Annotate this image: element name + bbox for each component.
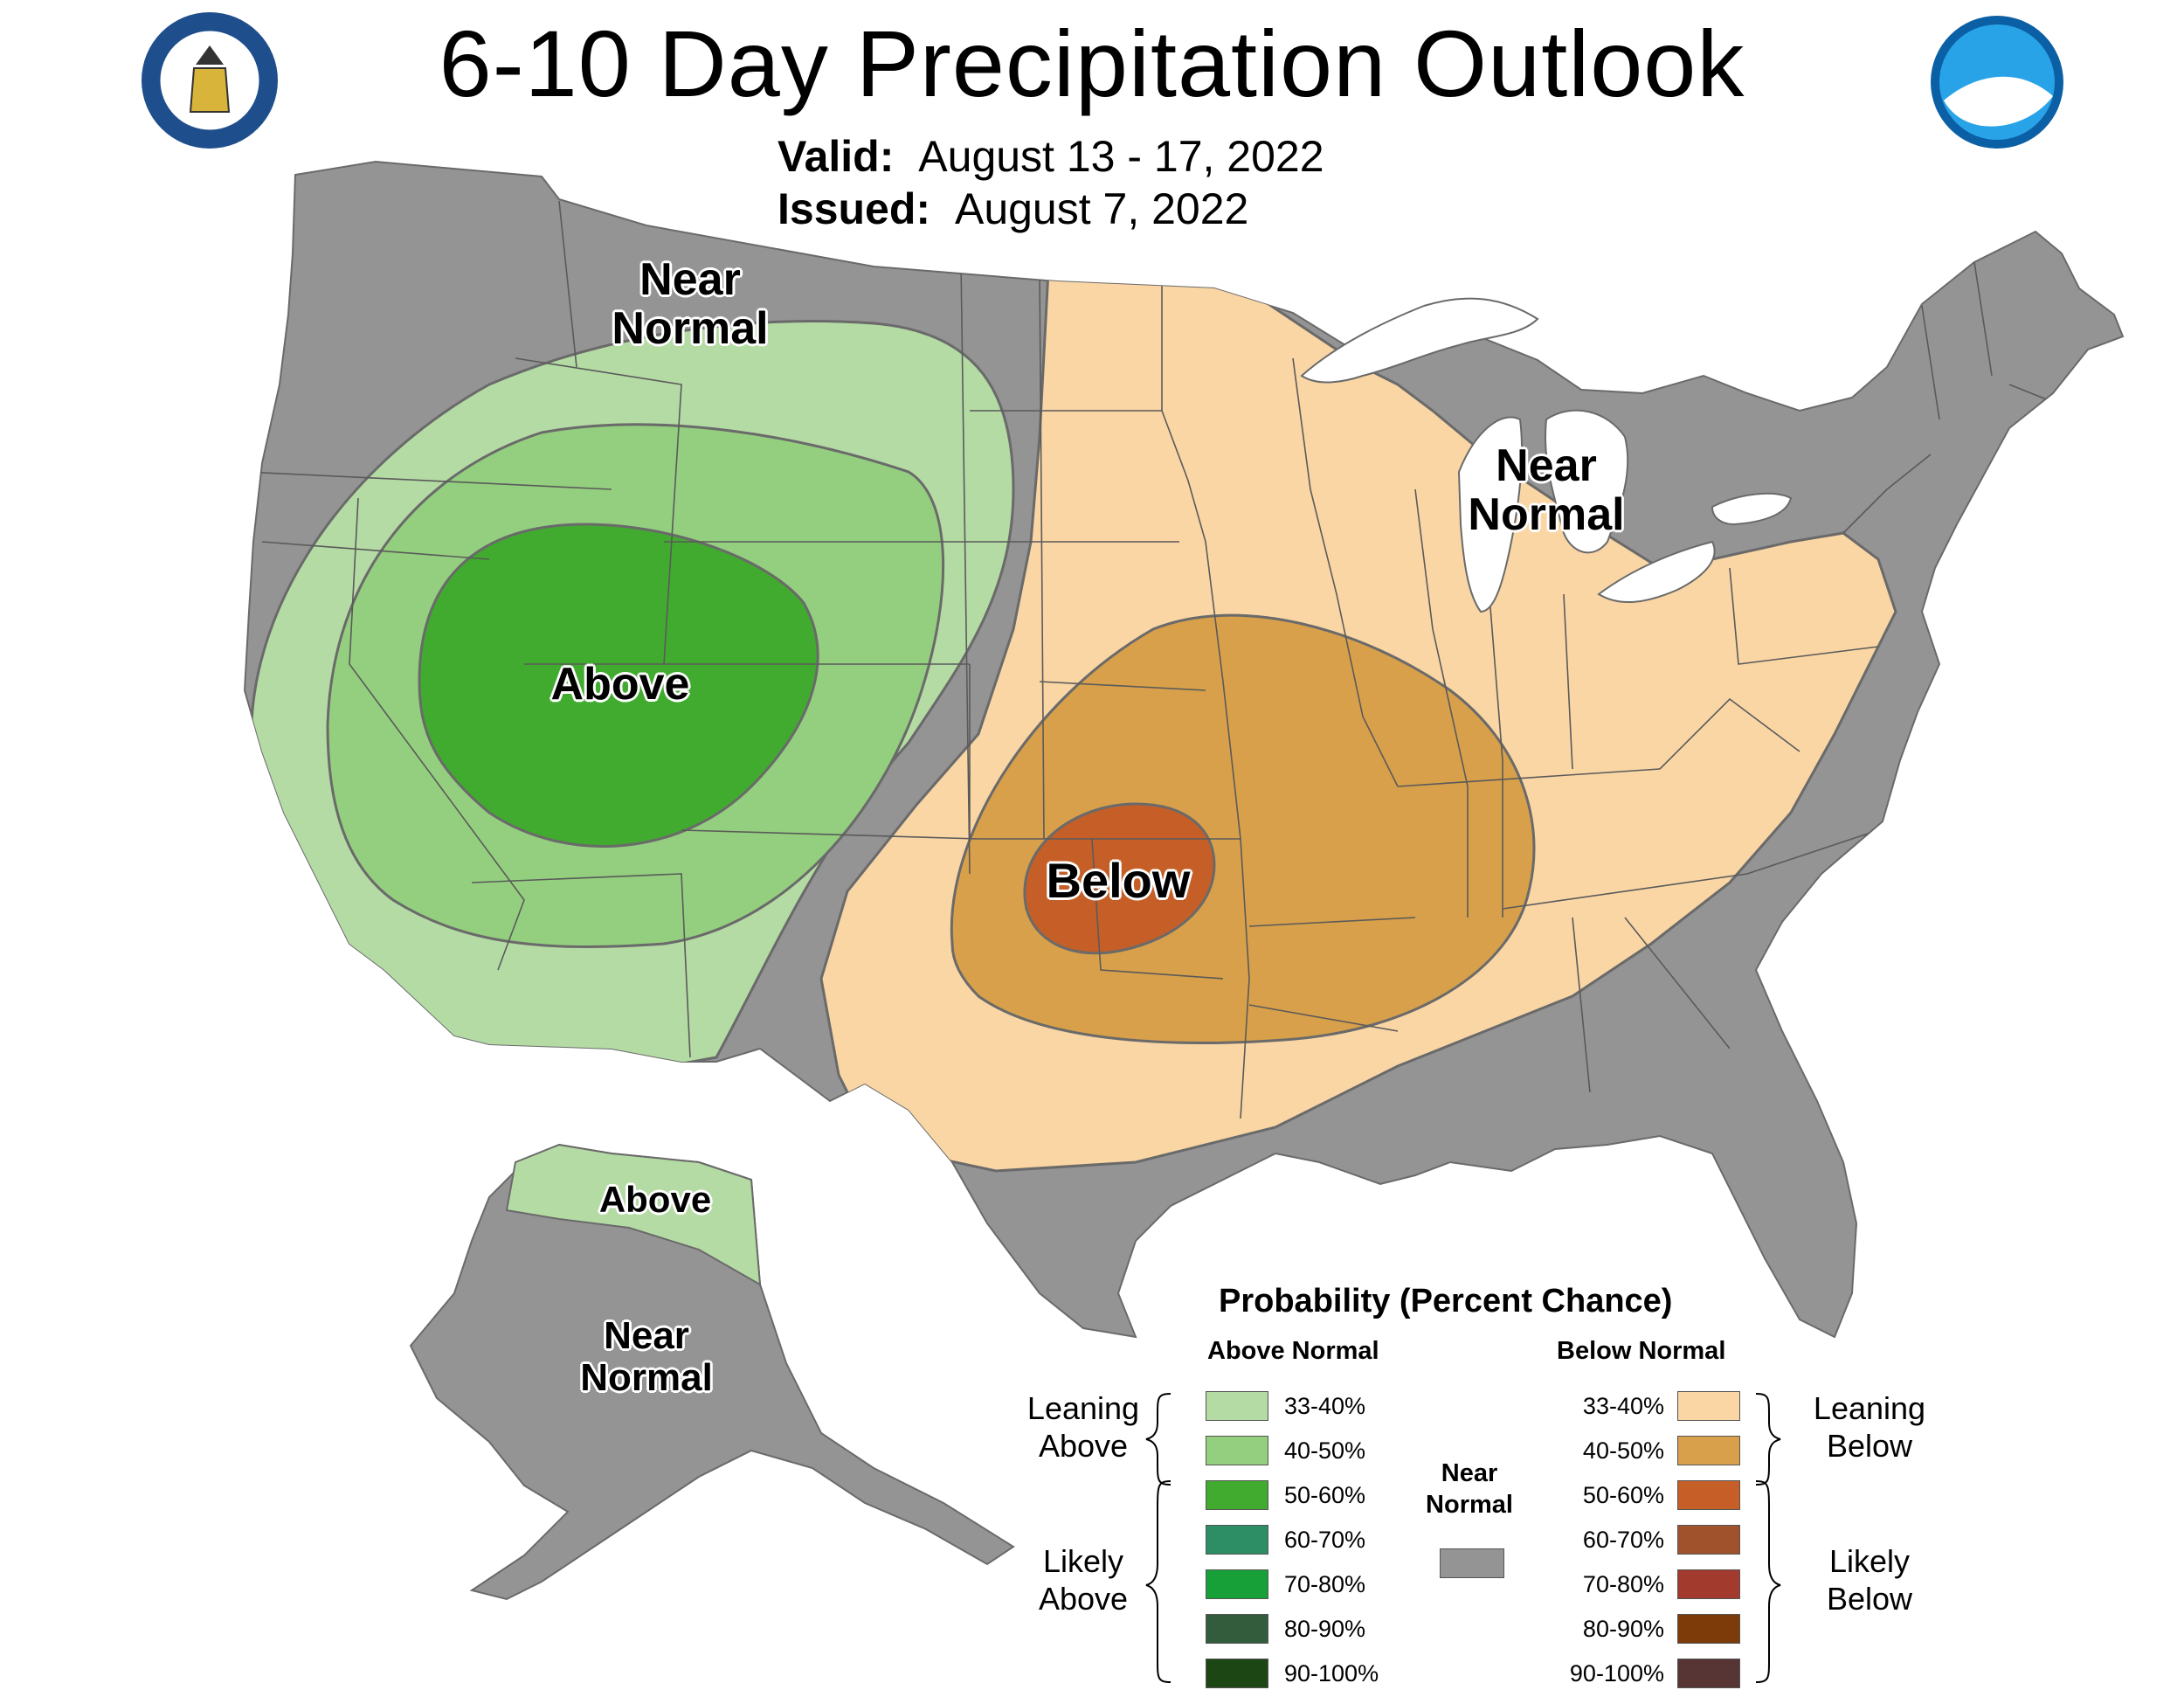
west-near-normal-label: Near Normal bbox=[612, 254, 769, 355]
above-50-60-region bbox=[418, 523, 819, 848]
legend-below-label: 60-70% bbox=[1582, 1527, 1664, 1553]
legend-near-normal-label: Near Normal bbox=[1426, 1459, 1513, 1520]
commerce-seal-icon bbox=[142, 12, 278, 149]
lake-huron bbox=[1545, 409, 1629, 554]
legend-below-label: 33-40% bbox=[1582, 1393, 1664, 1419]
alaska-landmass bbox=[409, 1143, 1015, 1601]
legend-below-label: 50-60% bbox=[1582, 1482, 1664, 1508]
legend-above-label: 60-70% bbox=[1284, 1527, 1366, 1553]
legend-above-swatch bbox=[1206, 1659, 1268, 1688]
department-of-commerce-seal bbox=[140, 10, 280, 150]
legend-above-label: 40-50% bbox=[1284, 1437, 1366, 1464]
legend-leaning-above: Leaning Above bbox=[1026, 1390, 1140, 1465]
legend-above-swatch bbox=[1206, 1391, 1268, 1421]
legend-leaning-below: Leaning Below bbox=[1813, 1390, 1926, 1465]
lakes-near-normal-label: Near Normal bbox=[1468, 440, 1625, 541]
legend-above-swatch bbox=[1206, 1614, 1268, 1644]
alaska-above-region bbox=[505, 1143, 762, 1286]
alaska-near-normal-label: Near Normal bbox=[580, 1314, 713, 1399]
legend-above-header: Above Normal bbox=[1207, 1337, 1379, 1365]
legend-above-swatch bbox=[1206, 1436, 1268, 1465]
great-lakes bbox=[1300, 297, 1793, 613]
legend-title: Probability (Percent Chance) bbox=[1219, 1283, 1673, 1319]
legend-below-swatch bbox=[1677, 1480, 1740, 1510]
legend-above-label: 90-100% bbox=[1284, 1660, 1379, 1687]
legend-below-label: 40-50% bbox=[1582, 1437, 1664, 1464]
legend-above-swatch bbox=[1206, 1525, 1268, 1555]
issued-label: Issued: bbox=[778, 184, 931, 233]
lake-michigan bbox=[1457, 416, 1523, 613]
legend-below-swatch bbox=[1677, 1569, 1740, 1599]
legend-above-label: 33-40% bbox=[1284, 1393, 1366, 1419]
legend-above-swatch bbox=[1206, 1569, 1268, 1599]
issued-line: Issued: August 7, 2022 bbox=[778, 184, 1248, 234]
lake-erie bbox=[1597, 540, 1716, 604]
legend-near-normal-swatch bbox=[1440, 1548, 1504, 1578]
below-label: Below bbox=[1046, 853, 1191, 908]
legend-below-swatch bbox=[1677, 1614, 1740, 1644]
lake-ontario bbox=[1711, 492, 1793, 526]
below-50-60-region bbox=[1023, 802, 1216, 955]
legend-above-label: 50-60% bbox=[1284, 1482, 1366, 1508]
above-label: Above bbox=[550, 659, 690, 710]
legend-above-label: 80-90% bbox=[1284, 1616, 1366, 1642]
state-borders bbox=[245, 200, 2054, 1119]
legend-below-swatch bbox=[1677, 1525, 1740, 1555]
valid-line: Valid: August 13 - 17, 2022 bbox=[778, 131, 1324, 182]
legend-above-label: 70-80% bbox=[1284, 1571, 1366, 1597]
legend-below-swatch bbox=[1677, 1436, 1740, 1465]
page-title: 6-10 Day Precipitation Outlook bbox=[439, 10, 1745, 116]
noaa-logo bbox=[1931, 16, 2063, 149]
alaska-above-label: Above bbox=[598, 1179, 712, 1220]
noaa-logo-icon bbox=[1931, 16, 2063, 149]
legend-below-label: 90-100% bbox=[1569, 1660, 1664, 1687]
issued-date: August 7, 2022 bbox=[954, 184, 1249, 233]
legend-below-label: 70-80% bbox=[1582, 1571, 1664, 1597]
lake-superior bbox=[1300, 297, 1539, 384]
legend-below-swatch bbox=[1677, 1391, 1740, 1421]
legend-likely-above: Likely Above bbox=[1038, 1543, 1129, 1617]
legend-below-swatch bbox=[1677, 1659, 1740, 1688]
legend-likely-below: Likely Below bbox=[1826, 1543, 1913, 1617]
valid-dates: August 13 - 17, 2022 bbox=[918, 132, 1324, 181]
valid-label: Valid: bbox=[778, 132, 895, 181]
legend-below-label: 80-90% bbox=[1582, 1616, 1664, 1642]
legend-below-header: Below Normal bbox=[1557, 1337, 1726, 1365]
legend-above-swatch bbox=[1206, 1480, 1268, 1510]
